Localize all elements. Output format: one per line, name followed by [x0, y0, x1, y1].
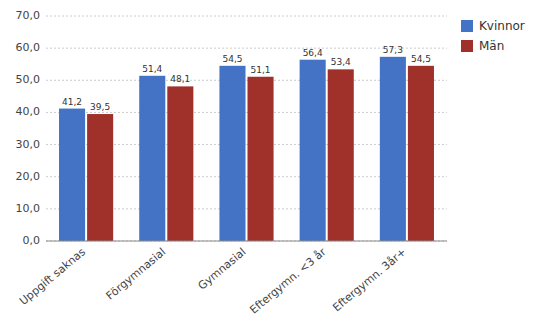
legend-label: Kvinnor — [479, 19, 525, 33]
y-tick-label: 40,0 — [16, 105, 41, 118]
bar — [300, 60, 326, 241]
legend-swatch — [461, 40, 473, 52]
data-label: 57,3 — [383, 45, 403, 55]
y-tick-label: 10,0 — [16, 202, 41, 215]
data-label: 39,5 — [90, 102, 110, 112]
bar — [59, 109, 85, 241]
x-tick-label: Uppgift saknas — [17, 245, 88, 308]
bar — [87, 114, 113, 241]
bar — [380, 57, 406, 241]
x-axis: Uppgift saknasFörgymnasialGymnasialEfter… — [17, 241, 447, 316]
bar — [139, 76, 165, 241]
y-tick-label: 60,0 — [16, 41, 41, 54]
bar — [219, 66, 245, 241]
data-label: 51,4 — [142, 64, 162, 74]
y-axis: 0,0 10,0 20,0 30,0 40,0 50,0 60,0 70,0 — [16, 9, 448, 247]
data-label: 48,1 — [170, 74, 190, 84]
data-label: 54,5 — [222, 54, 242, 64]
bars — [59, 57, 434, 241]
y-tick-label: 20,0 — [16, 170, 41, 183]
x-tick-label: Förgymnasial — [104, 245, 169, 302]
chart: 0,0 10,0 20,0 30,0 40,0 50,0 60,0 70,0 41,2 51,4 5… — [0, 0, 537, 323]
legend-swatch — [461, 20, 473, 32]
grid-line — [46, 241, 447, 242]
y-tick-label: 0,0 — [23, 234, 41, 247]
bar — [167, 86, 193, 241]
bar — [248, 77, 274, 241]
data-label: 56,4 — [303, 48, 323, 58]
legend-label: Män — [479, 39, 504, 53]
bar — [408, 66, 434, 241]
grid-line — [46, 16, 447, 17]
x-tick-label: Eftergymn. 3år+ — [330, 245, 409, 314]
x-tick-label: Eftergymn. <3 år — [247, 245, 329, 316]
y-tick-label: 30,0 — [16, 138, 41, 151]
data-label: 54,5 — [411, 54, 431, 64]
data-label: 51,1 — [251, 65, 271, 75]
y-tick-label: 50,0 — [16, 73, 41, 86]
data-label: 41,2 — [62, 97, 82, 107]
data-labels: 41,2 51,4 54,5 56,4 57,3 39,5 48,1 51,1 53,4 54,5 — [62, 45, 431, 112]
data-label: 53,4 — [331, 57, 351, 67]
legend: Kvinnor Män — [461, 19, 525, 53]
y-tick-label: 70,0 — [16, 9, 41, 22]
x-axis-line — [46, 241, 447, 242]
bar — [328, 69, 354, 241]
x-tick-label: Gymnasial — [196, 245, 249, 292]
